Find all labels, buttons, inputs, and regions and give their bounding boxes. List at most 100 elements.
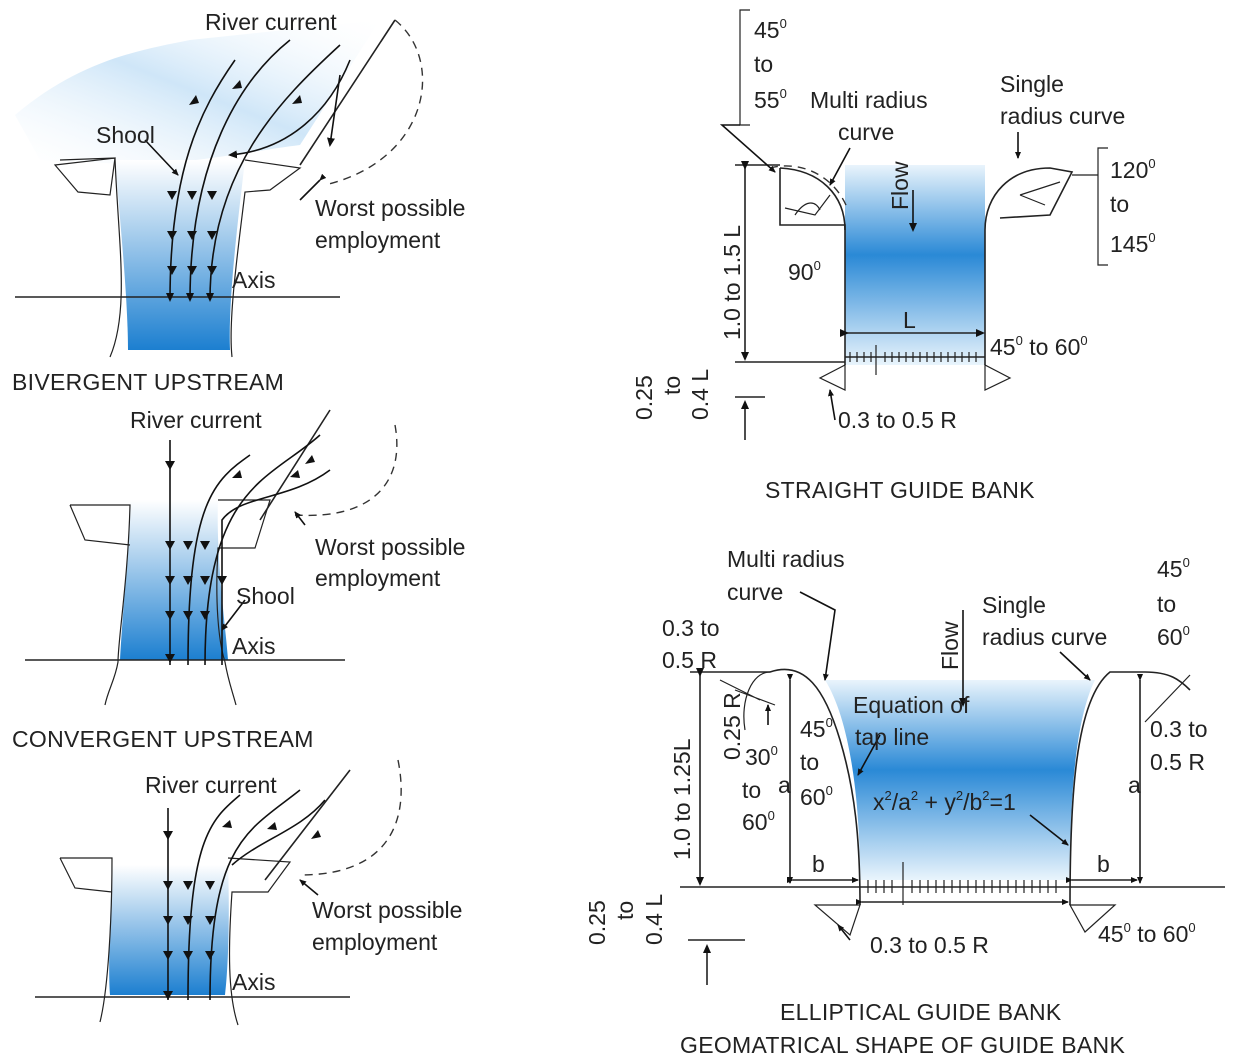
straight-angle-top-b: 550: [754, 86, 787, 113]
straight-angle-pointer: [719, 124, 776, 173]
straight-water: [845, 165, 985, 365]
bivergent-flow-4: [228, 59, 351, 159]
bivergent-river-current: River current: [205, 9, 337, 35]
elliptical-guide-bank: Multi radius curve Flow Single radius cu…: [584, 546, 1225, 1058]
bivergent-flow-3: [206, 44, 341, 302]
straight-left-dim-label: 1.0 to 1.5 L: [719, 225, 745, 340]
elliptical-a30-to: to: [742, 777, 761, 803]
elliptical-eq-1: Equation of: [853, 692, 970, 718]
straight-bottom-left-triangle: [818, 364, 846, 391]
elliptical-multi-pointer: [799, 591, 836, 681]
bivergent-worst-1: Worst possible: [315, 195, 465, 221]
straight-angle-top-to: to: [754, 51, 773, 77]
bivergent-shool: Shool: [96, 122, 155, 148]
straight-title: STRAIGHT GUIDE BANK: [765, 477, 1035, 503]
third-worst-pointer: [299, 879, 319, 896]
third-flow-2: [187, 794, 241, 1001]
straight-angle-right-a: 1200: [1110, 156, 1156, 183]
elliptical-radius-label: 0.3 to 0.5 R: [870, 932, 989, 958]
elliptical-left-bank: [690, 668, 861, 906]
elliptical-flow-label: Flow: [937, 621, 963, 670]
bivergent-arrowheads: [167, 80, 302, 275]
elliptical-right-bank: [1069, 671, 1191, 906]
elliptical-a45-b: 600: [800, 783, 833, 810]
third-water-channel: [109, 865, 229, 995]
bivergent-worst-2: employment: [315, 227, 441, 253]
third-bank-line: [264, 769, 351, 881]
straight-bottom-dim-1: 0.25: [631, 375, 657, 420]
straight-left-curve: [779, 167, 846, 231]
straight-left-dashed: [769, 165, 849, 211]
elliptical-angle-tr-b: 600: [1157, 623, 1190, 650]
bivergent-flow-1: [166, 59, 236, 302]
elliptical-single-1: Single: [982, 592, 1046, 618]
elliptical-a45-to: to: [800, 749, 819, 775]
elliptical-a-right-label: a: [1128, 772, 1141, 798]
elliptical-right-angle-line: [1144, 674, 1191, 723]
straight-ninety: 900: [788, 258, 821, 285]
straight-bottom-right-triangle: [984, 364, 1012, 391]
straight-multi-1: Multi radius: [810, 87, 928, 113]
straight-right-bank: [984, 167, 1074, 365]
straight-single-1: Single: [1000, 71, 1064, 97]
bivergent-worst-curve: [324, 19, 424, 186]
straight-bottom-dim-2: to: [659, 376, 685, 395]
bivergent-title: BIVERGENT UPSTREAM: [12, 369, 284, 395]
elliptical-angle-tr-a: 450: [1157, 555, 1190, 582]
convergent-shool-pointer: [221, 599, 246, 631]
elliptical-single-pointer: [1059, 651, 1091, 681]
convergent-diagram: River current Worst possible employment …: [12, 407, 465, 752]
bivergent-worst-pointer: [299, 173, 327, 201]
third-river-current: River current: [145, 772, 277, 798]
straight-90-lines: [784, 194, 831, 216]
elliptical-bottom-dim-2: to: [612, 901, 638, 920]
straight-single-2: radius curve: [1000, 103, 1125, 129]
convergent-worst-2: employment: [315, 565, 441, 591]
third-right-bank: [227, 857, 292, 1026]
convergent-river-current: River current: [130, 407, 262, 433]
straight-angle-right-b: 1450: [1110, 230, 1156, 257]
bivergent-left-head: [53, 157, 116, 196]
elliptical-ladder-ticks: [867, 862, 1057, 905]
convergent-shool: Shool: [236, 583, 295, 609]
third-flow-4: [231, 799, 326, 866]
straight-angle-br: 450 to 600: [990, 333, 1088, 360]
bivergent-bank-line: [299, 19, 396, 166]
elliptical-a30-b: 600: [742, 808, 775, 835]
third-diagram: River current Worst possible employment …: [35, 759, 462, 1026]
straight-right-angle: [1019, 181, 1061, 206]
elliptical-angle-tr-to: to: [1157, 591, 1176, 617]
convergent-flow-4: [221, 469, 331, 665]
elliptical-r-right-2: 0.5 R: [1150, 749, 1205, 775]
straight-L-label: L: [903, 307, 916, 333]
elliptical-water: [825, 680, 1095, 880]
convergent-flow-3: [204, 434, 321, 666]
elliptical-bottom-left-triangle: [813, 904, 861, 937]
straight-angle-right-to: to: [1110, 191, 1129, 217]
third-left-bank: [60, 857, 113, 1023]
straight-angle-bracket: [739, 9, 750, 126]
convergent-title: CONVERGENT UPSTREAM: [12, 726, 314, 752]
bivergent-water-upstream: [15, 20, 380, 165]
bivergent-water-channel: [115, 160, 245, 350]
figure-caption: GEOMATRICAL SHAPE OF GUIDE BANK: [680, 1032, 1125, 1058]
elliptical-r-left: 0.25 R: [719, 692, 745, 760]
convergent-worst-curve: [294, 424, 398, 517]
bivergent-right-bank: [230, 159, 302, 358]
straight-multi-pointer: [829, 147, 851, 186]
third-worst-2: employment: [312, 929, 438, 955]
straight-bottom-dim-3: 0.4 L: [687, 369, 713, 420]
straight-multi-2: curve: [838, 119, 894, 145]
elliptical-a-left-label: a: [778, 772, 791, 798]
bivergent-axis: Axis: [232, 267, 275, 293]
straight-radius-pointer: [828, 389, 836, 421]
elliptical-r-right-1: 0.3 to: [1150, 716, 1208, 742]
convergent-water-channel: [120, 500, 228, 660]
straight-guide-bank: 450 to 550 Multi radius curve Single rad…: [631, 9, 1156, 503]
convergent-axis: Axis: [232, 633, 275, 659]
elliptical-left-angle-lines: [719, 679, 776, 706]
elliptical-r-top-1: 0.3 to: [662, 615, 720, 641]
bivergent-left-bank: [59, 157, 122, 358]
convergent-left-head: [69, 504, 131, 546]
